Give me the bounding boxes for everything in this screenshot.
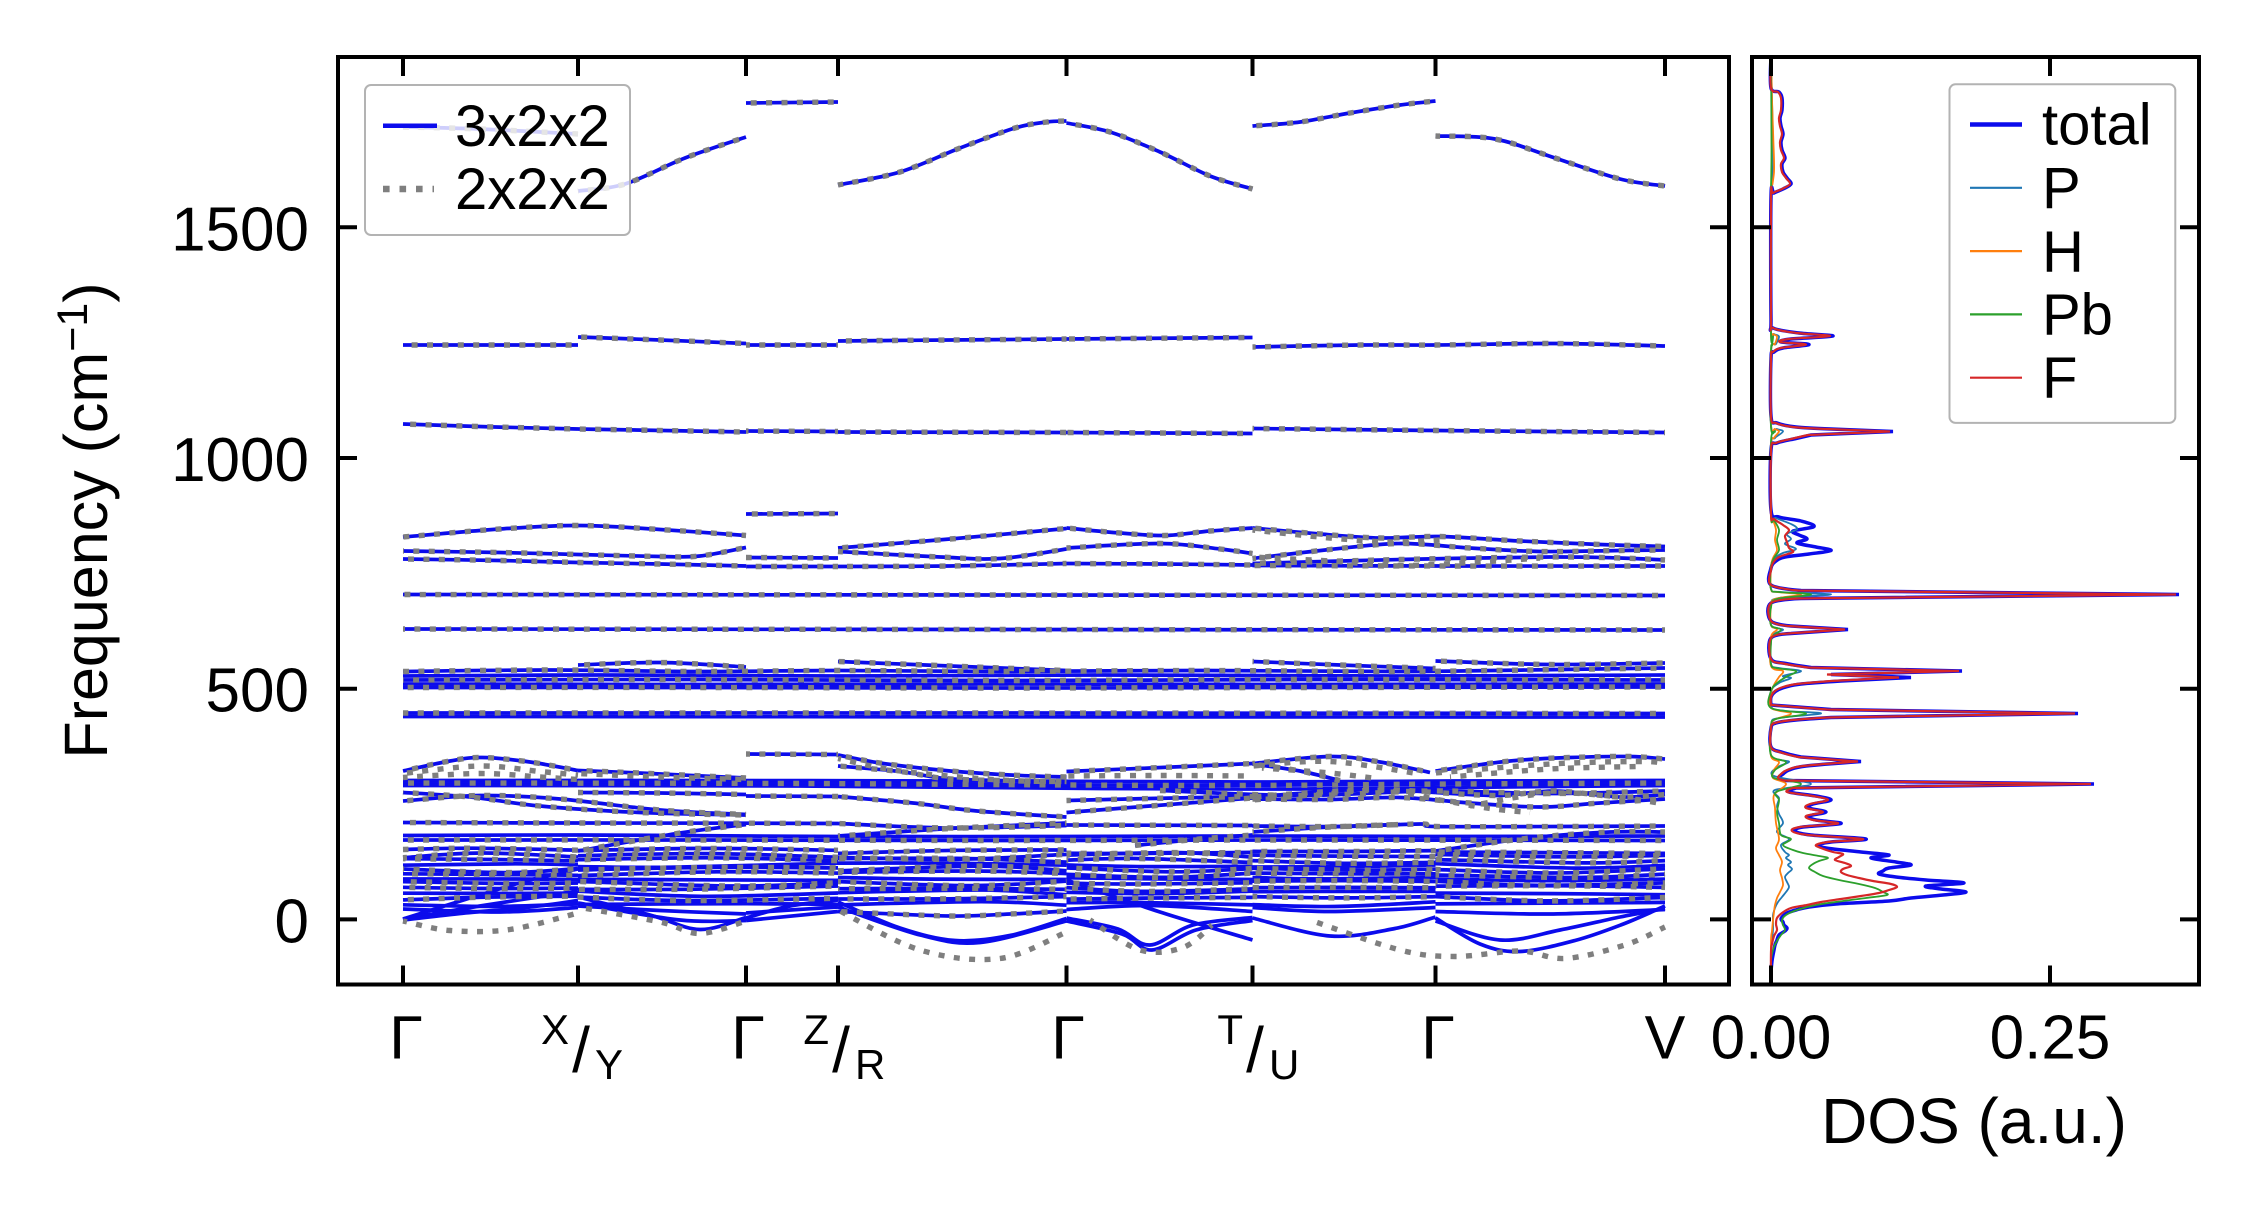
svg-text:V: V bbox=[1645, 1004, 1686, 1072]
svg-text:H: H bbox=[2042, 219, 2084, 284]
svg-text:Γ: Γ bbox=[1051, 1004, 1085, 1072]
svg-text:Z: Z bbox=[803, 1006, 829, 1053]
svg-text:/: / bbox=[572, 1014, 590, 1086]
svg-text:/: / bbox=[1246, 1014, 1264, 1086]
svg-text:2x2x2: 2x2x2 bbox=[455, 157, 610, 222]
svg-text:0.25: 0.25 bbox=[1990, 1004, 2111, 1073]
svg-text:1000: 1000 bbox=[171, 426, 309, 495]
svg-text:U: U bbox=[1269, 1041, 1299, 1088]
svg-text:0: 0 bbox=[275, 887, 309, 956]
svg-text:DOS (a.u.): DOS (a.u.) bbox=[1821, 1085, 2127, 1157]
svg-text:/: / bbox=[832, 1014, 850, 1086]
svg-text:F: F bbox=[2042, 346, 2077, 411]
svg-text:Y: Y bbox=[595, 1041, 623, 1088]
svg-text:P: P bbox=[2042, 156, 2081, 221]
svg-text:Γ: Γ bbox=[731, 1004, 765, 1072]
svg-text:Γ: Γ bbox=[1421, 1004, 1455, 1072]
svg-text:500: 500 bbox=[206, 657, 309, 726]
svg-text:R: R bbox=[855, 1041, 885, 1088]
svg-text:X: X bbox=[541, 1006, 569, 1053]
svg-text:T: T bbox=[1217, 1006, 1243, 1053]
svg-text:Frequency (cm−1): Frequency (cm−1) bbox=[49, 282, 120, 758]
svg-text:1500: 1500 bbox=[171, 195, 309, 264]
svg-text:0.00: 0.00 bbox=[1711, 1004, 1832, 1073]
svg-text:total: total bbox=[2042, 93, 2152, 158]
svg-text:3x2x2: 3x2x2 bbox=[455, 94, 610, 159]
svg-text:Γ: Γ bbox=[389, 1004, 423, 1072]
svg-text:Pb: Pb bbox=[2042, 283, 2113, 348]
